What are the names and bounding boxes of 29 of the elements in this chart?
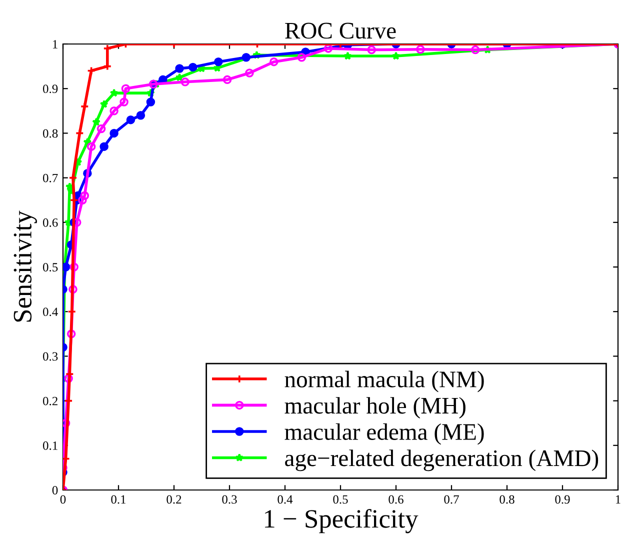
x-tick-label: 0.2 [166,495,182,504]
y-tick-label: 0.9 [42,84,58,94]
y-tick-label: 0.2 [42,396,58,406]
y-axis-title: Sensitivity [14,210,37,322]
y-tick-label: 0.8 [42,129,58,138]
x-tick-label: 0.8 [500,495,514,504]
y-tick-label: 0.6 [42,218,58,227]
x-tick-label: 0.1 [111,495,126,504]
x-axis-title: 1 − Specificity [265,508,418,534]
x-tick-label: 0.6 [388,495,404,504]
y-tick-label: 0.4 [42,308,58,316]
x-tick-label: 0.9 [555,495,570,504]
legend-label: age−related degeneration (AMD) [285,450,598,472]
y-tick-label: 0.7 [42,174,58,182]
x-tick-label: 0.5 [333,495,348,504]
y-tick-label: 0.1 [42,441,58,450]
x-tick-label: 0.4 [278,495,293,504]
x-tick-label: 0.3 [222,495,237,504]
x-tick-label: 0.7 [444,495,459,504]
y-tick-label: 0 [52,486,58,494]
y-tick-label: 1 [52,40,58,48]
legend-label: macular hole (MH) [284,397,466,418]
y-tick-label: 0.5 [42,263,58,272]
legend-label: normal macula (NM) [284,370,484,392]
chart-title: ROC Curve [285,22,396,39]
x-tick-label: 1 [616,495,620,504]
x-tick-label: 0 [60,495,66,504]
legend-label: macular edema (ME) [284,423,484,445]
y-tick-label: 0.3 [42,352,58,361]
